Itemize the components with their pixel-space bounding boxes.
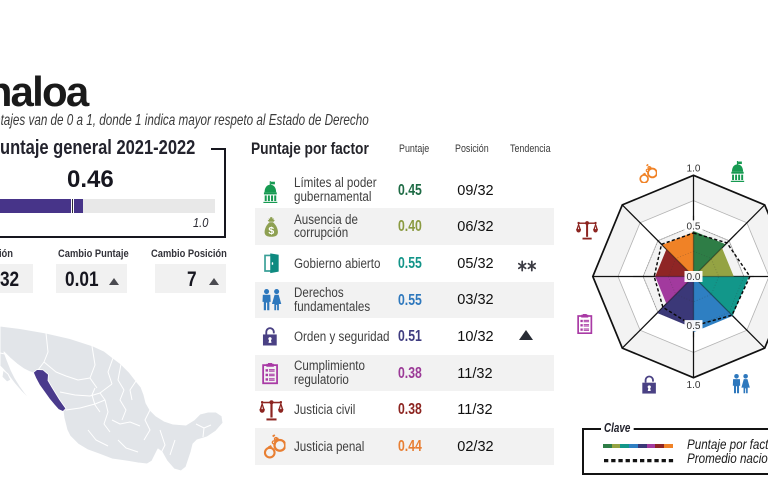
svg-text:1.0: 1.0 — [687, 164, 701, 175]
svg-text:0.5: 0.5 — [687, 222, 701, 233]
svg-text:0.5: 0.5 — [687, 321, 701, 332]
svg-text:1.0: 1.0 — [687, 380, 701, 391]
svg-text:0.0: 0.0 — [687, 272, 701, 283]
